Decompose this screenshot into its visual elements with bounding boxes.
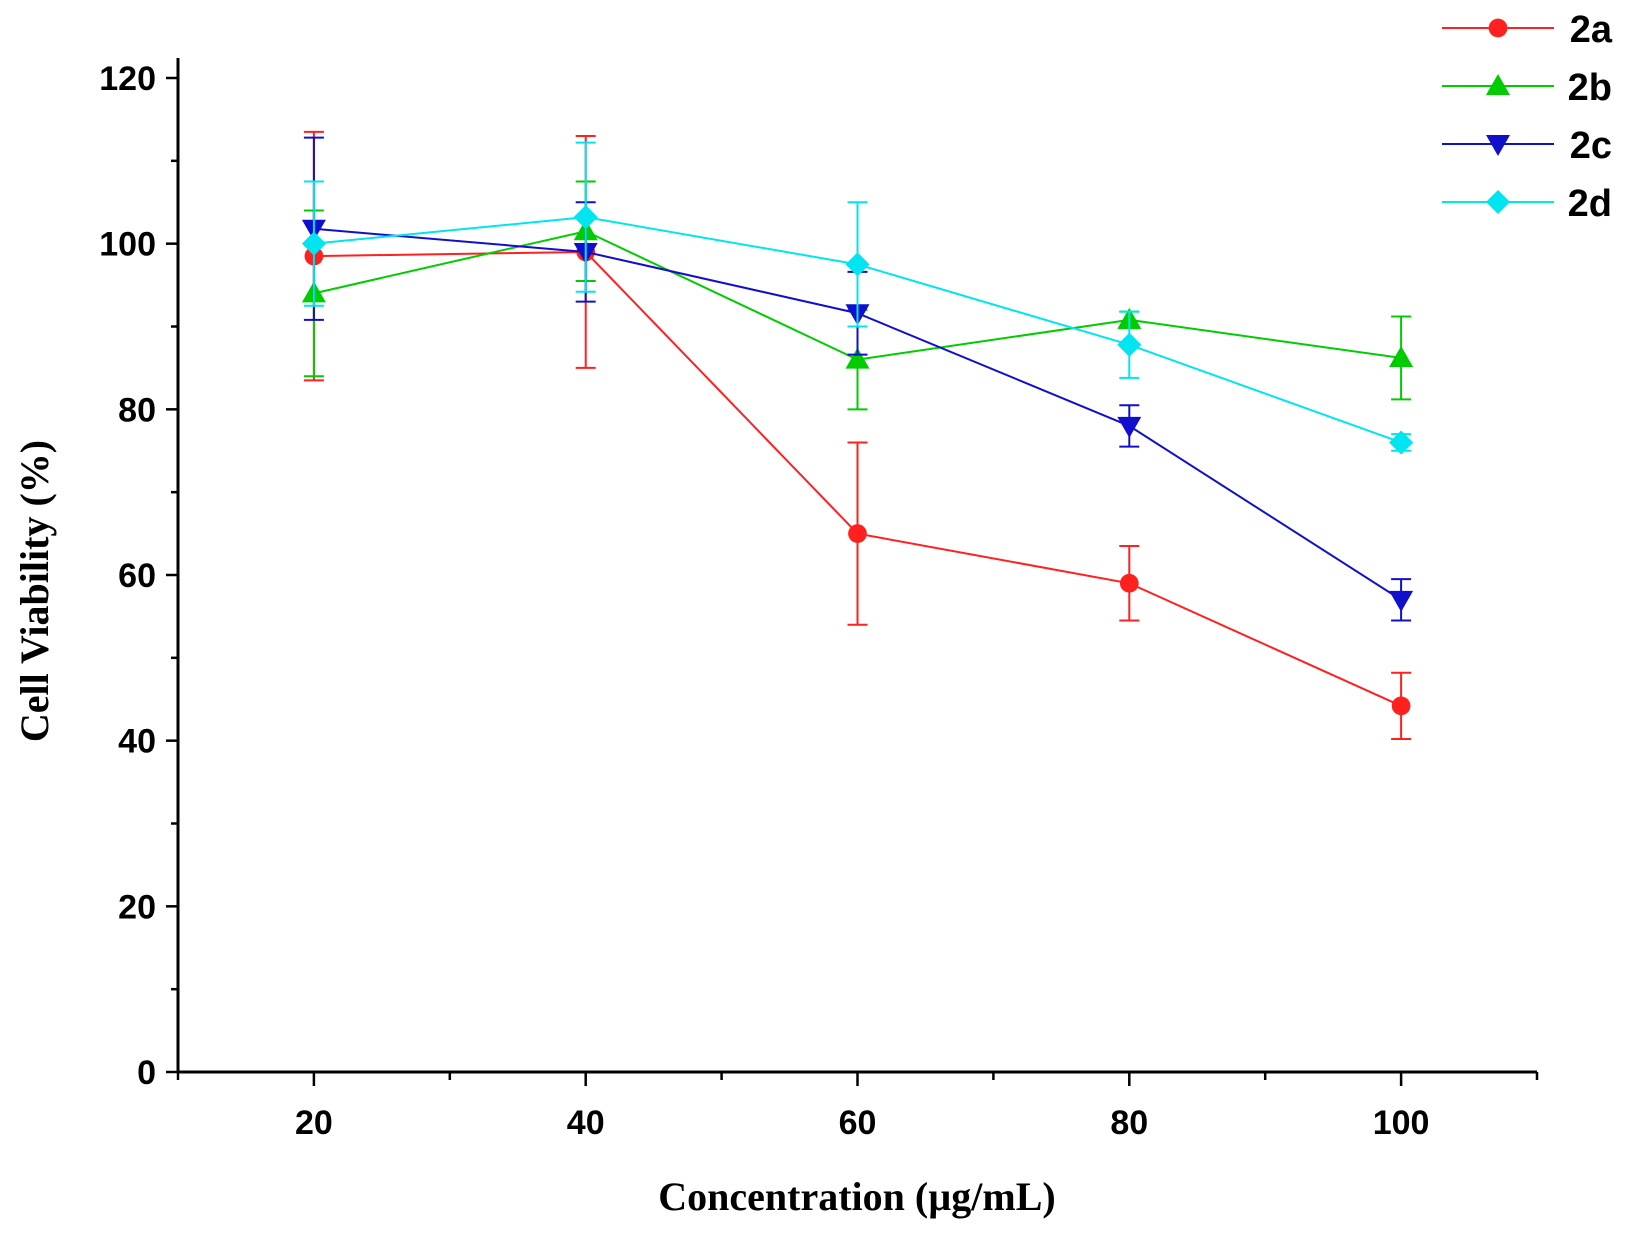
data-point xyxy=(1391,696,1411,716)
x-tick-label: 60 xyxy=(839,1104,877,1142)
data-point xyxy=(845,347,870,369)
data-point xyxy=(845,252,870,277)
x-tick-label: 100 xyxy=(1373,1104,1430,1142)
legend: 2a 2b 2c 2d xyxy=(1442,9,1613,225)
y-tick-label: 80 xyxy=(118,391,156,429)
y-tick-label: 0 xyxy=(137,1054,156,1092)
legend-label: 2a xyxy=(1570,9,1613,51)
series-2d xyxy=(301,141,1414,455)
data-point xyxy=(1117,332,1142,357)
x-tick-label: 40 xyxy=(567,1104,605,1142)
data-point xyxy=(1389,590,1414,612)
legend-label: 2c xyxy=(1570,125,1612,167)
legend-entry-2d: 2d xyxy=(1442,183,1612,225)
data-point xyxy=(848,524,867,543)
x-tick-label: 20 xyxy=(295,1104,333,1142)
axes: 0 20 40 60 80 100 120 20 40 60 80 100 xyxy=(99,58,1539,1142)
y-tick-label: 100 xyxy=(99,226,156,264)
legend-entry-2a: 2a xyxy=(1442,9,1613,51)
data-point xyxy=(1488,18,1508,38)
y-axis-title: Cell Viability (%) xyxy=(12,440,57,742)
y-tick-label: 40 xyxy=(118,723,156,761)
y-tick-label: 60 xyxy=(118,557,156,595)
data-point xyxy=(573,205,598,230)
y-tick-label: 120 xyxy=(99,60,156,98)
data-point xyxy=(1389,345,1414,367)
y-ticks: 0 20 40 60 80 100 120 xyxy=(99,60,178,1092)
data-point xyxy=(1486,190,1510,214)
legend-label: 2d xyxy=(1568,183,1612,225)
data-point xyxy=(1486,74,1510,95)
data-point xyxy=(1486,135,1510,156)
y-tick-label: 20 xyxy=(118,888,156,926)
legend-entry-2c: 2c xyxy=(1442,125,1612,167)
data-point xyxy=(1389,430,1414,455)
data-point xyxy=(1117,416,1142,438)
data-point xyxy=(1119,573,1139,593)
x-tick-label: 80 xyxy=(1110,1104,1148,1142)
legend-label: 2b xyxy=(1568,67,1612,109)
data-point xyxy=(301,231,326,256)
legend-entry-2b: 2b xyxy=(1442,67,1612,109)
x-axis-title: Concentration (µg/mL) xyxy=(658,1174,1055,1219)
series-layer xyxy=(301,130,1414,741)
x-ticks: 20 40 60 80 100 xyxy=(176,1072,1539,1142)
